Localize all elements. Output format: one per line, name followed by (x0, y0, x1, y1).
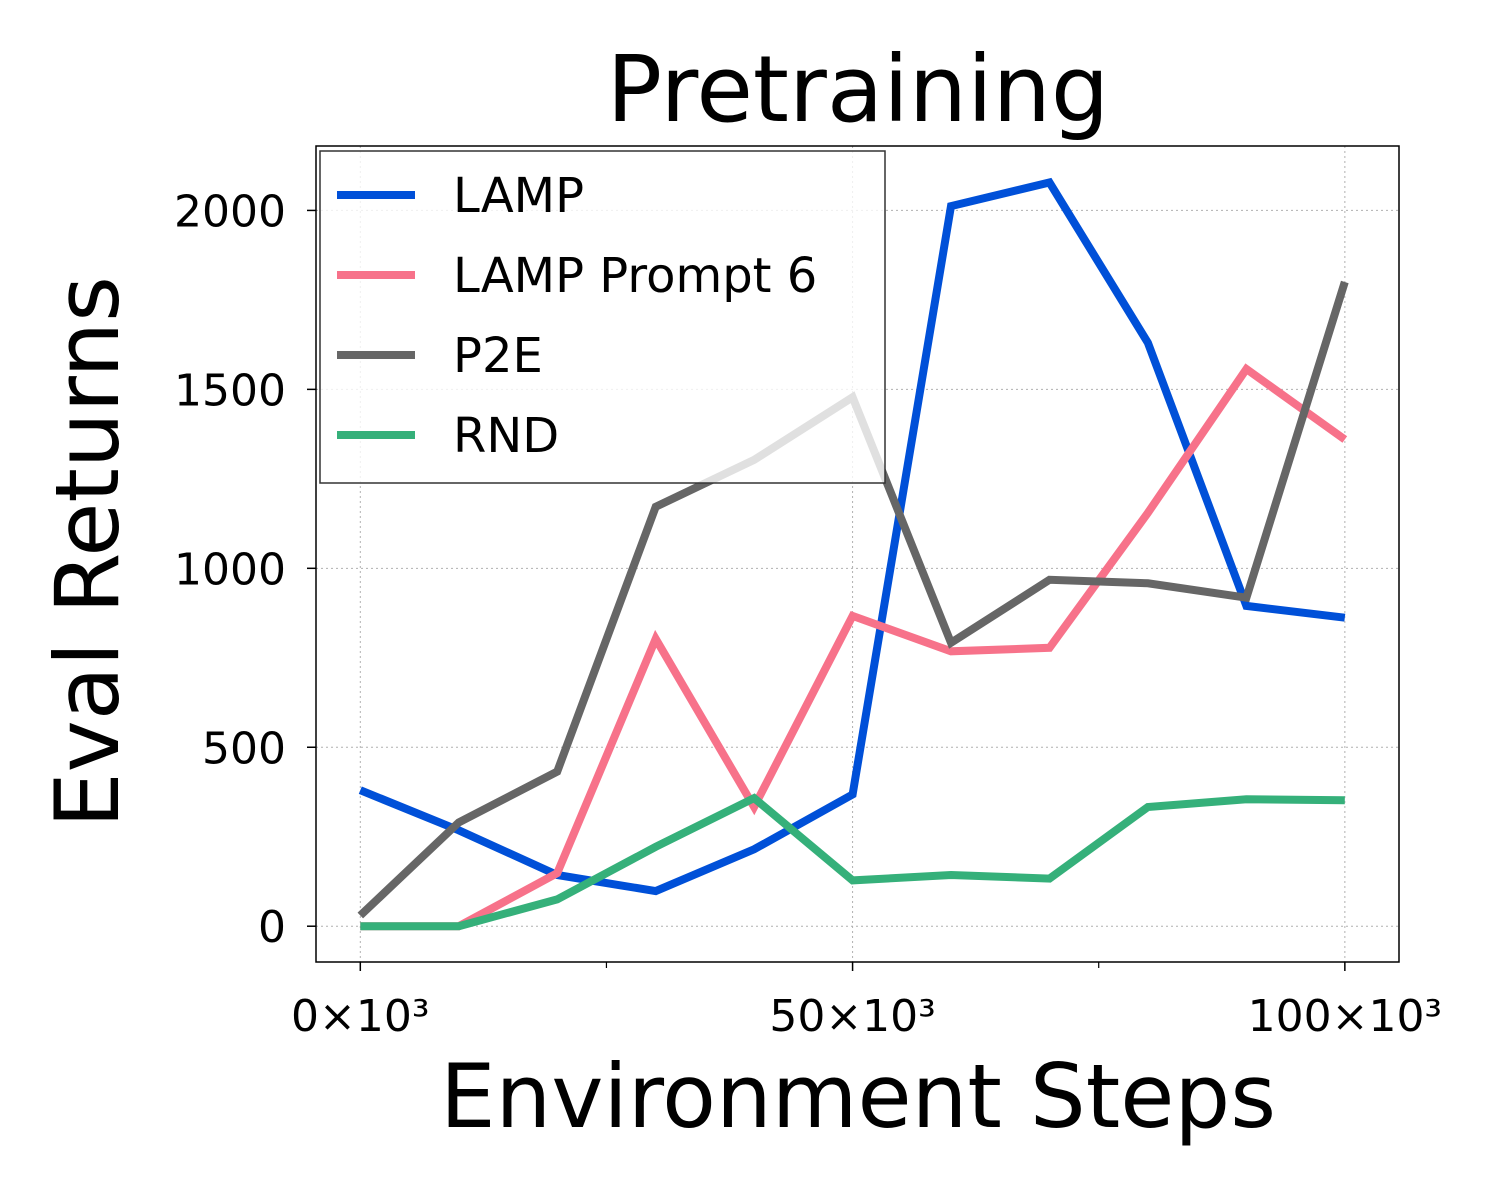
legend: LAMP LAMP Prompt 6 P2E RND (319, 150, 886, 484)
y-tick-label: 0 (258, 902, 286, 953)
y-tick-label: 2000 (174, 186, 286, 237)
series-line-lamp (358, 177, 1346, 896)
legend-label-rnd: RND (453, 408, 559, 464)
x-tick-label: 100×10³ (1248, 991, 1442, 1042)
y-axis-label: Eval Returns (36, 276, 139, 828)
y-axis-ticks: 0 500 1000 1500 2000 (174, 186, 316, 953)
y-tick-label: 500 (202, 723, 286, 774)
x-axis-ticks: 0×10³ 50×10³ 100×10³ (291, 962, 1442, 1042)
series-line-lamp-prompt-6 (360, 363, 1348, 931)
legend-label-p2e: P2E (453, 328, 543, 384)
x-tick-label: 0×10³ (291, 991, 430, 1042)
x-axis-label: Environment Steps (440, 1045, 1276, 1148)
plot-area-frame (315, 145, 1400, 963)
series-line-rnd (360, 793, 1345, 931)
legend-label-lamp-prompt-6: LAMP Prompt 6 (453, 248, 817, 304)
y-tick-label: 1500 (174, 365, 286, 416)
legend-frame (319, 150, 886, 484)
chart-title: Pretraining (607, 36, 1110, 143)
x-tick-label: 50×10³ (769, 991, 935, 1042)
legend-label-lamp: LAMP (453, 168, 584, 224)
y-tick-label: 1000 (174, 544, 286, 595)
